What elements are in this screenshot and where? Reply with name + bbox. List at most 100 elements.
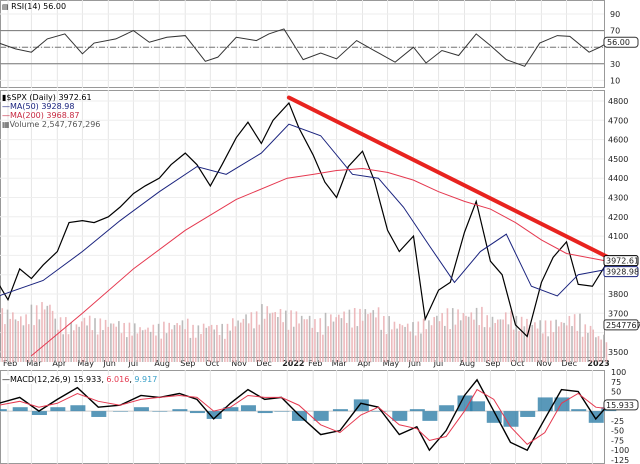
volume-bar — [475, 307, 478, 362]
volume-bar — [80, 321, 83, 362]
volume-bar — [401, 325, 404, 362]
volume-bar — [12, 312, 14, 362]
macd-value: 15.933 — [73, 375, 102, 384]
macd-histogram-bar — [537, 397, 553, 412]
volume-bar — [22, 325, 25, 362]
volume-value-tag — [603, 319, 639, 331]
volume-bar — [17, 321, 19, 362]
volume-bar — [409, 331, 412, 362]
price-tick-label: 4300 — [608, 194, 628, 203]
macd-legend: —MACD(12,26,9) 15.933, 6.016, 9.917 — [2, 375, 158, 384]
volume-bar — [340, 318, 343, 362]
macd-histogram-bar — [457, 395, 473, 412]
x-tick-label: May — [383, 359, 400, 368]
macd-value-label: 15.933 — [606, 401, 634, 410]
volume-bar — [208, 326, 210, 362]
volume-bar — [112, 323, 115, 362]
volume-bar — [518, 330, 520, 362]
volume-bar — [118, 321, 120, 362]
macd-histogram-bar — [503, 411, 519, 427]
volume-bar — [602, 334, 605, 362]
volume-bar — [271, 312, 274, 362]
volume-bar — [377, 307, 380, 362]
macd-histogram-bar — [588, 411, 604, 423]
macd-tick-label: 75 — [611, 378, 621, 387]
volume-bar — [351, 327, 353, 362]
macd-histogram-bar — [470, 401, 486, 412]
volume-bar — [507, 324, 510, 362]
macd-histogram-bar — [439, 405, 455, 412]
rsi-legend: ▤ RSI(14) 56.00 — [2, 2, 66, 12]
x-tick-label: Jun — [102, 359, 116, 368]
volume-bar — [277, 317, 279, 362]
volume-bar — [356, 326, 359, 362]
volume-bar — [391, 329, 393, 362]
volume-bar — [96, 334, 99, 362]
macd-histogram-bar — [422, 411, 438, 421]
volume-bar — [65, 317, 67, 362]
volume-bar — [544, 320, 547, 362]
volume-bar — [67, 334, 70, 362]
volume-bar — [496, 319, 499, 362]
macd-histogram-bar — [371, 411, 387, 412]
volume-bar — [441, 313, 443, 362]
volume-bar — [576, 330, 579, 362]
volume-bar — [261, 304, 263, 362]
volume-bar — [491, 316, 494, 362]
x-tick-label: Mar — [332, 359, 348, 368]
volume-bar — [120, 333, 123, 362]
volume-bar — [292, 326, 295, 362]
volume-bar — [465, 315, 467, 362]
macd-tick-label: -75 — [611, 436, 624, 445]
ma200-line — [30, 168, 609, 357]
volume-bar — [41, 302, 43, 362]
macd-swatch-icon: — — [2, 375, 10, 384]
macd-histogram-bar — [0, 409, 7, 412]
volume-bar — [605, 342, 608, 362]
volume-bar — [282, 322, 284, 362]
volume-bar — [149, 331, 152, 362]
rsi-tick-label: 70 — [610, 27, 620, 36]
volume-bar — [314, 319, 316, 362]
macd-hist-value: 9.917 — [134, 375, 158, 384]
macd-tick-label: 50 — [611, 388, 621, 397]
volume-bar — [361, 320, 364, 362]
volume-bar — [186, 318, 189, 362]
macd-histogram-bar — [133, 407, 149, 412]
panel-frame-0 — [0, 0, 605, 88]
price-tick-label: 3800 — [608, 290, 628, 299]
volume-bar — [160, 338, 163, 362]
volume-bar — [306, 319, 308, 362]
volume-bar — [295, 311, 298, 362]
volume-bar — [194, 337, 197, 362]
macd-histogram-bar — [172, 409, 188, 412]
volume-bar — [454, 324, 457, 362]
volume-bar — [279, 308, 282, 362]
macd-histogram-bar — [50, 407, 66, 412]
volume-bar — [380, 329, 383, 362]
volume-bar — [192, 324, 194, 362]
volume-bar — [234, 326, 237, 362]
price-tick-label: 4800 — [608, 97, 628, 106]
macd-tick-label: -25 — [611, 417, 624, 426]
volume-bar — [54, 318, 57, 362]
macd-histogram-bar — [571, 409, 587, 412]
volume-bar — [202, 323, 205, 362]
volume-bar — [433, 317, 436, 362]
volume-bar — [229, 330, 231, 362]
volume-bar — [4, 324, 6, 362]
volume-bar — [30, 304, 33, 362]
macd-histogram-bar — [31, 411, 47, 416]
volume-bar — [557, 326, 560, 362]
rsi-tick-label: 10 — [610, 76, 620, 85]
rsi-title: RSI(14) 56.00 — [11, 2, 67, 11]
volume-bar — [327, 326, 330, 362]
volume-bar — [147, 327, 149, 362]
rsi-line — [0, 28, 609, 67]
volume-bar — [417, 321, 420, 362]
volume-bar — [226, 323, 229, 362]
x-tick-label: Feb — [3, 359, 17, 368]
x-tick-label: Sep — [485, 359, 500, 368]
volume-bar — [515, 315, 518, 362]
volume-bar — [536, 328, 539, 362]
